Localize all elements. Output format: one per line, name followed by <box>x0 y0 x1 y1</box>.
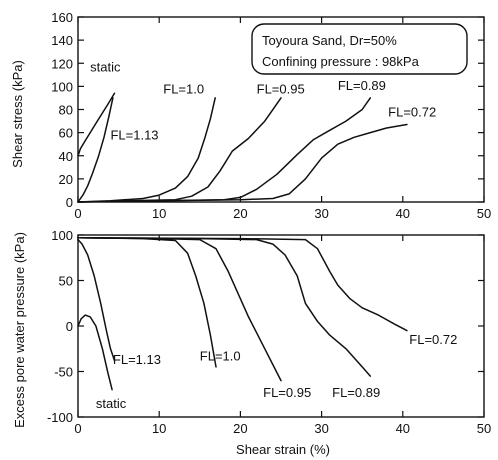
shear-stress-curve-fl-0-95 <box>77 97 282 203</box>
shear-stress-curve-label: FL=0.95 <box>257 81 305 96</box>
pore-pressure-y-tick-label: -100 <box>47 410 73 425</box>
shear-stress-curve-fl-1-0 <box>77 97 216 203</box>
test-conditions-line-1: Toyoura Sand, Dr=50% <box>262 33 397 48</box>
pore-pressure-y-tick-label: -50 <box>54 365 73 380</box>
pore-pressure-curve-label: FL=0.89 <box>332 385 380 400</box>
shear-stress-curve-label: FL=0.89 <box>338 78 386 93</box>
shear-stress-curve-fl-0-89 <box>77 97 372 203</box>
test-conditions-box: Toyoura Sand, Dr=50% Confining pressure … <box>251 23 468 75</box>
pore-pressure-curve-static <box>77 314 113 391</box>
shear-stress-y-tick-label: 0 <box>66 195 73 210</box>
pore-pressure-curve-labels: FL=1.13 static FL=1.0 FL=0.95 FL=0.89 FL=0.72 <box>96 332 458 411</box>
shear-stress-x-tick-label: 20 <box>233 206 247 221</box>
shear-stress-y-tick-label: 40 <box>59 149 73 164</box>
pore-pressure-x-tick-label: 0 <box>74 421 81 436</box>
shear-stress-y-tick-label: 20 <box>59 172 73 187</box>
shear-stress-y-tick-label: 100 <box>51 79 73 94</box>
shear-stress-x-tick-label: 40 <box>396 206 410 221</box>
pore-pressure-curve-label: FL=0.72 <box>409 332 457 347</box>
shear-stress-panel: static FL=1.13 FL=1.0 FL=0.95 FL=0.89FL=0.72… <box>10 10 491 221</box>
shear-stress-curve-label: FL=0.72 <box>388 104 436 119</box>
pore-pressure-curve-label: FL=1.0 <box>200 349 241 364</box>
pore-pressure-x-tick-label: 30 <box>314 421 328 436</box>
shear-stress-curve-label: FL=1.13 <box>110 128 158 143</box>
pore-pressure-x-tick-label: 40 <box>396 421 410 436</box>
pore-pressure-curve-fl-1-0 <box>77 236 217 368</box>
shear-stress-y-tick-label: 80 <box>59 103 73 118</box>
shear-stress-y-tick-label: 120 <box>51 56 73 71</box>
shear-stress-curve-fl-1-13 <box>77 97 114 203</box>
shear-stress-x-tick-label: 0 <box>74 206 81 221</box>
pore-pressure-curves <box>77 236 408 391</box>
pore-pressure-curve-fl-1-13 <box>77 238 116 362</box>
shear-stress-curve-fl-0-72 <box>77 123 408 203</box>
test-conditions-line-2: Confining pressure : 98kPa <box>262 54 420 69</box>
pore-pressure-y-tick-label: 50 <box>59 274 73 289</box>
shear-strain-axis-title: Shear strain (%) <box>236 442 330 457</box>
pore-pressure-x-tick-label: 10 <box>152 421 166 436</box>
pore-pressure-x-tick-label: 20 <box>233 421 247 436</box>
pore-pressure-curve-label: FL=0.95 <box>263 385 311 400</box>
shear-stress-y-tick-label: 60 <box>59 126 73 141</box>
shear-stress-curve-label: FL=1.0 <box>163 81 204 96</box>
shear-stress-x-tick-label: 50 <box>477 206 491 221</box>
test-conditions-frame <box>251 23 468 75</box>
shear-stress-curve-label: static <box>90 59 121 74</box>
pore-pressure-curve-label: static <box>96 396 127 411</box>
pore-pressure-panel: FL=1.13 static FL=1.0 FL=0.95 FL=0.89 FL=0.72… <box>12 228 491 457</box>
pore-pressure-curve-fl-0-72 <box>77 236 408 332</box>
pore-pressure-axis-title: Excess pore water pressure (kPa) <box>12 232 27 428</box>
shear-stress-x-tick-label: 10 <box>152 206 166 221</box>
pore-pressure-curve-label: FL=1.13 <box>113 352 161 367</box>
pore-pressure-curve-fl-0-95 <box>77 236 282 382</box>
pore-pressure-x-tick-label: 50 <box>477 421 491 436</box>
shear-stress-curves <box>77 92 408 203</box>
pore-pressure-y-tick-label: 0 <box>66 319 73 334</box>
shear-stress-y-tick-label: 160 <box>51 10 73 25</box>
pore-pressure-y-tick-label: 100 <box>51 228 73 243</box>
shear-stress-x-tick-label: 30 <box>314 206 328 221</box>
shear-stress-axis-title: Shear stress (kPa) <box>10 60 25 168</box>
shear-stress-curve-static <box>77 92 116 157</box>
shear-stress-y-tick-label: 140 <box>51 33 73 48</box>
